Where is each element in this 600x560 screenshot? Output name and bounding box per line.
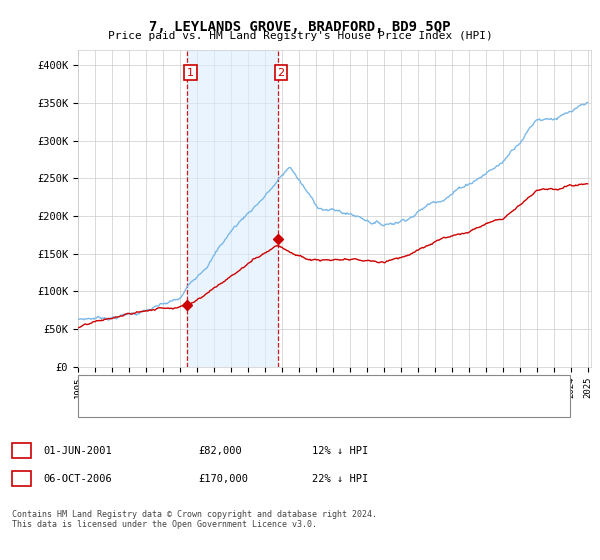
Text: 1: 1 [18, 446, 25, 455]
Text: Contains HM Land Registry data © Crown copyright and database right 2024.
This d: Contains HM Land Registry data © Crown c… [12, 510, 377, 529]
Text: £82,000: £82,000 [198, 446, 242, 455]
Text: 7, LEYLANDS GROVE, BRADFORD, BD9 5QP: 7, LEYLANDS GROVE, BRADFORD, BD9 5QP [149, 20, 451, 34]
Text: HPI: Average price, detached house, Bradford: HPI: Average price, detached house, Brad… [111, 400, 370, 410]
Text: —: — [84, 399, 98, 412]
Bar [187, 50, 278, 367]
Text: 2: 2 [18, 474, 25, 483]
Text: £170,000: £170,000 [198, 474, 248, 483]
Text: 1: 1 [187, 68, 194, 77]
Text: 06-OCT-2006: 06-OCT-2006 [43, 474, 112, 483]
Text: —: — [84, 380, 98, 394]
Text: 01-JUN-2001: 01-JUN-2001 [43, 446, 112, 455]
Text: 22% ↓ HPI: 22% ↓ HPI [312, 474, 368, 483]
Text: 7, LEYLANDS GROVE, BRADFORD, BD9 5QP (detached house): 7, LEYLANDS GROVE, BRADFORD, BD9 5QP (de… [111, 382, 422, 392]
Text: 12% ↓ HPI: 12% ↓ HPI [312, 446, 368, 455]
Text: Price paid vs. HM Land Registry's House Price Index (HPI): Price paid vs. HM Land Registry's House … [107, 31, 493, 41]
Text: 2: 2 [278, 68, 285, 77]
